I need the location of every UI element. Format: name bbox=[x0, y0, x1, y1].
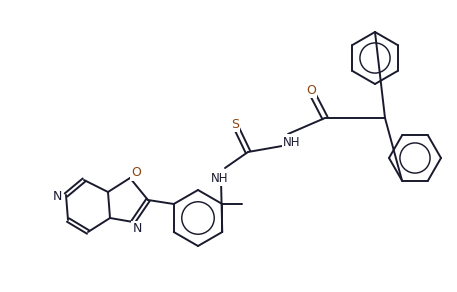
Text: N: N bbox=[52, 190, 62, 202]
Text: S: S bbox=[231, 117, 239, 131]
Text: NH: NH bbox=[211, 171, 229, 185]
Text: N: N bbox=[133, 223, 142, 236]
Text: NH: NH bbox=[283, 135, 301, 149]
Text: O: O bbox=[131, 166, 141, 180]
Text: O: O bbox=[306, 84, 316, 96]
